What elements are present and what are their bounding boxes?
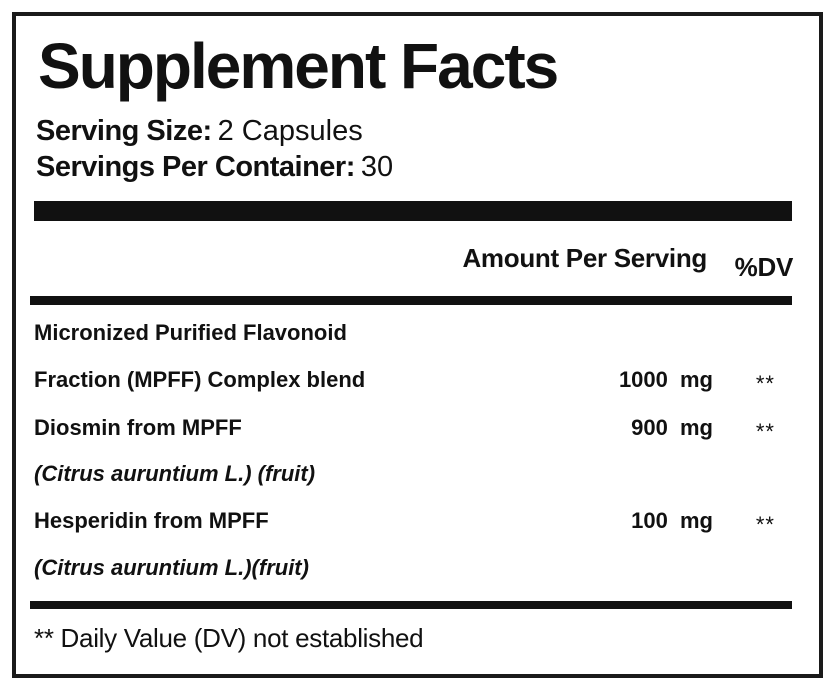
serving-size-label: Serving Size: [36,115,212,147]
ingredient-dv: ** [755,419,775,444]
ingredient-label: Micronized Purified Flavonoid [34,320,347,345]
servings-per-container-value: 30 [360,151,394,183]
panel-title: Supplement Facts [38,30,559,102]
serving-size-value: 2 Capsules [217,115,363,147]
header-divider [30,296,792,305]
ingredient-dv: ** [755,512,775,537]
servings-per-container-label: Servings Per Container: [36,151,355,183]
servings-per-container-line: Servings Per Container: 30 [36,153,393,182]
ingredient-source-label: (Citrus auruntium L.) (fruit) [34,461,316,486]
bottom-divider [30,601,792,609]
ingredient-amount: 900 mg [631,415,713,440]
ingredient-dv: ** [755,371,775,396]
amount-per-serving-header: Amount Per Serving [462,243,707,273]
ingredient-label: Hesperidin from MPFF [34,508,269,533]
ingredient-label: Fraction (MPFF) Complex blend [34,367,366,392]
dv-header: %DV [734,252,794,282]
serving-size-line: Serving Size: 2 Capsules [36,117,363,146]
ingredient-amount: 100 mg [631,508,713,533]
ingredient-label: Diosmin from MPFF [34,415,242,440]
footnote: ** Daily Value (DV) not established [34,623,424,653]
supplement-facts-panel: Supplement Facts Serving Size: 2 Capsules… [12,12,823,678]
thick-divider [34,201,792,221]
ingredient-source-label: (Citrus auruntium L.)(fruit) [34,555,309,580]
ingredient-amount: 1000 mg [618,367,713,392]
